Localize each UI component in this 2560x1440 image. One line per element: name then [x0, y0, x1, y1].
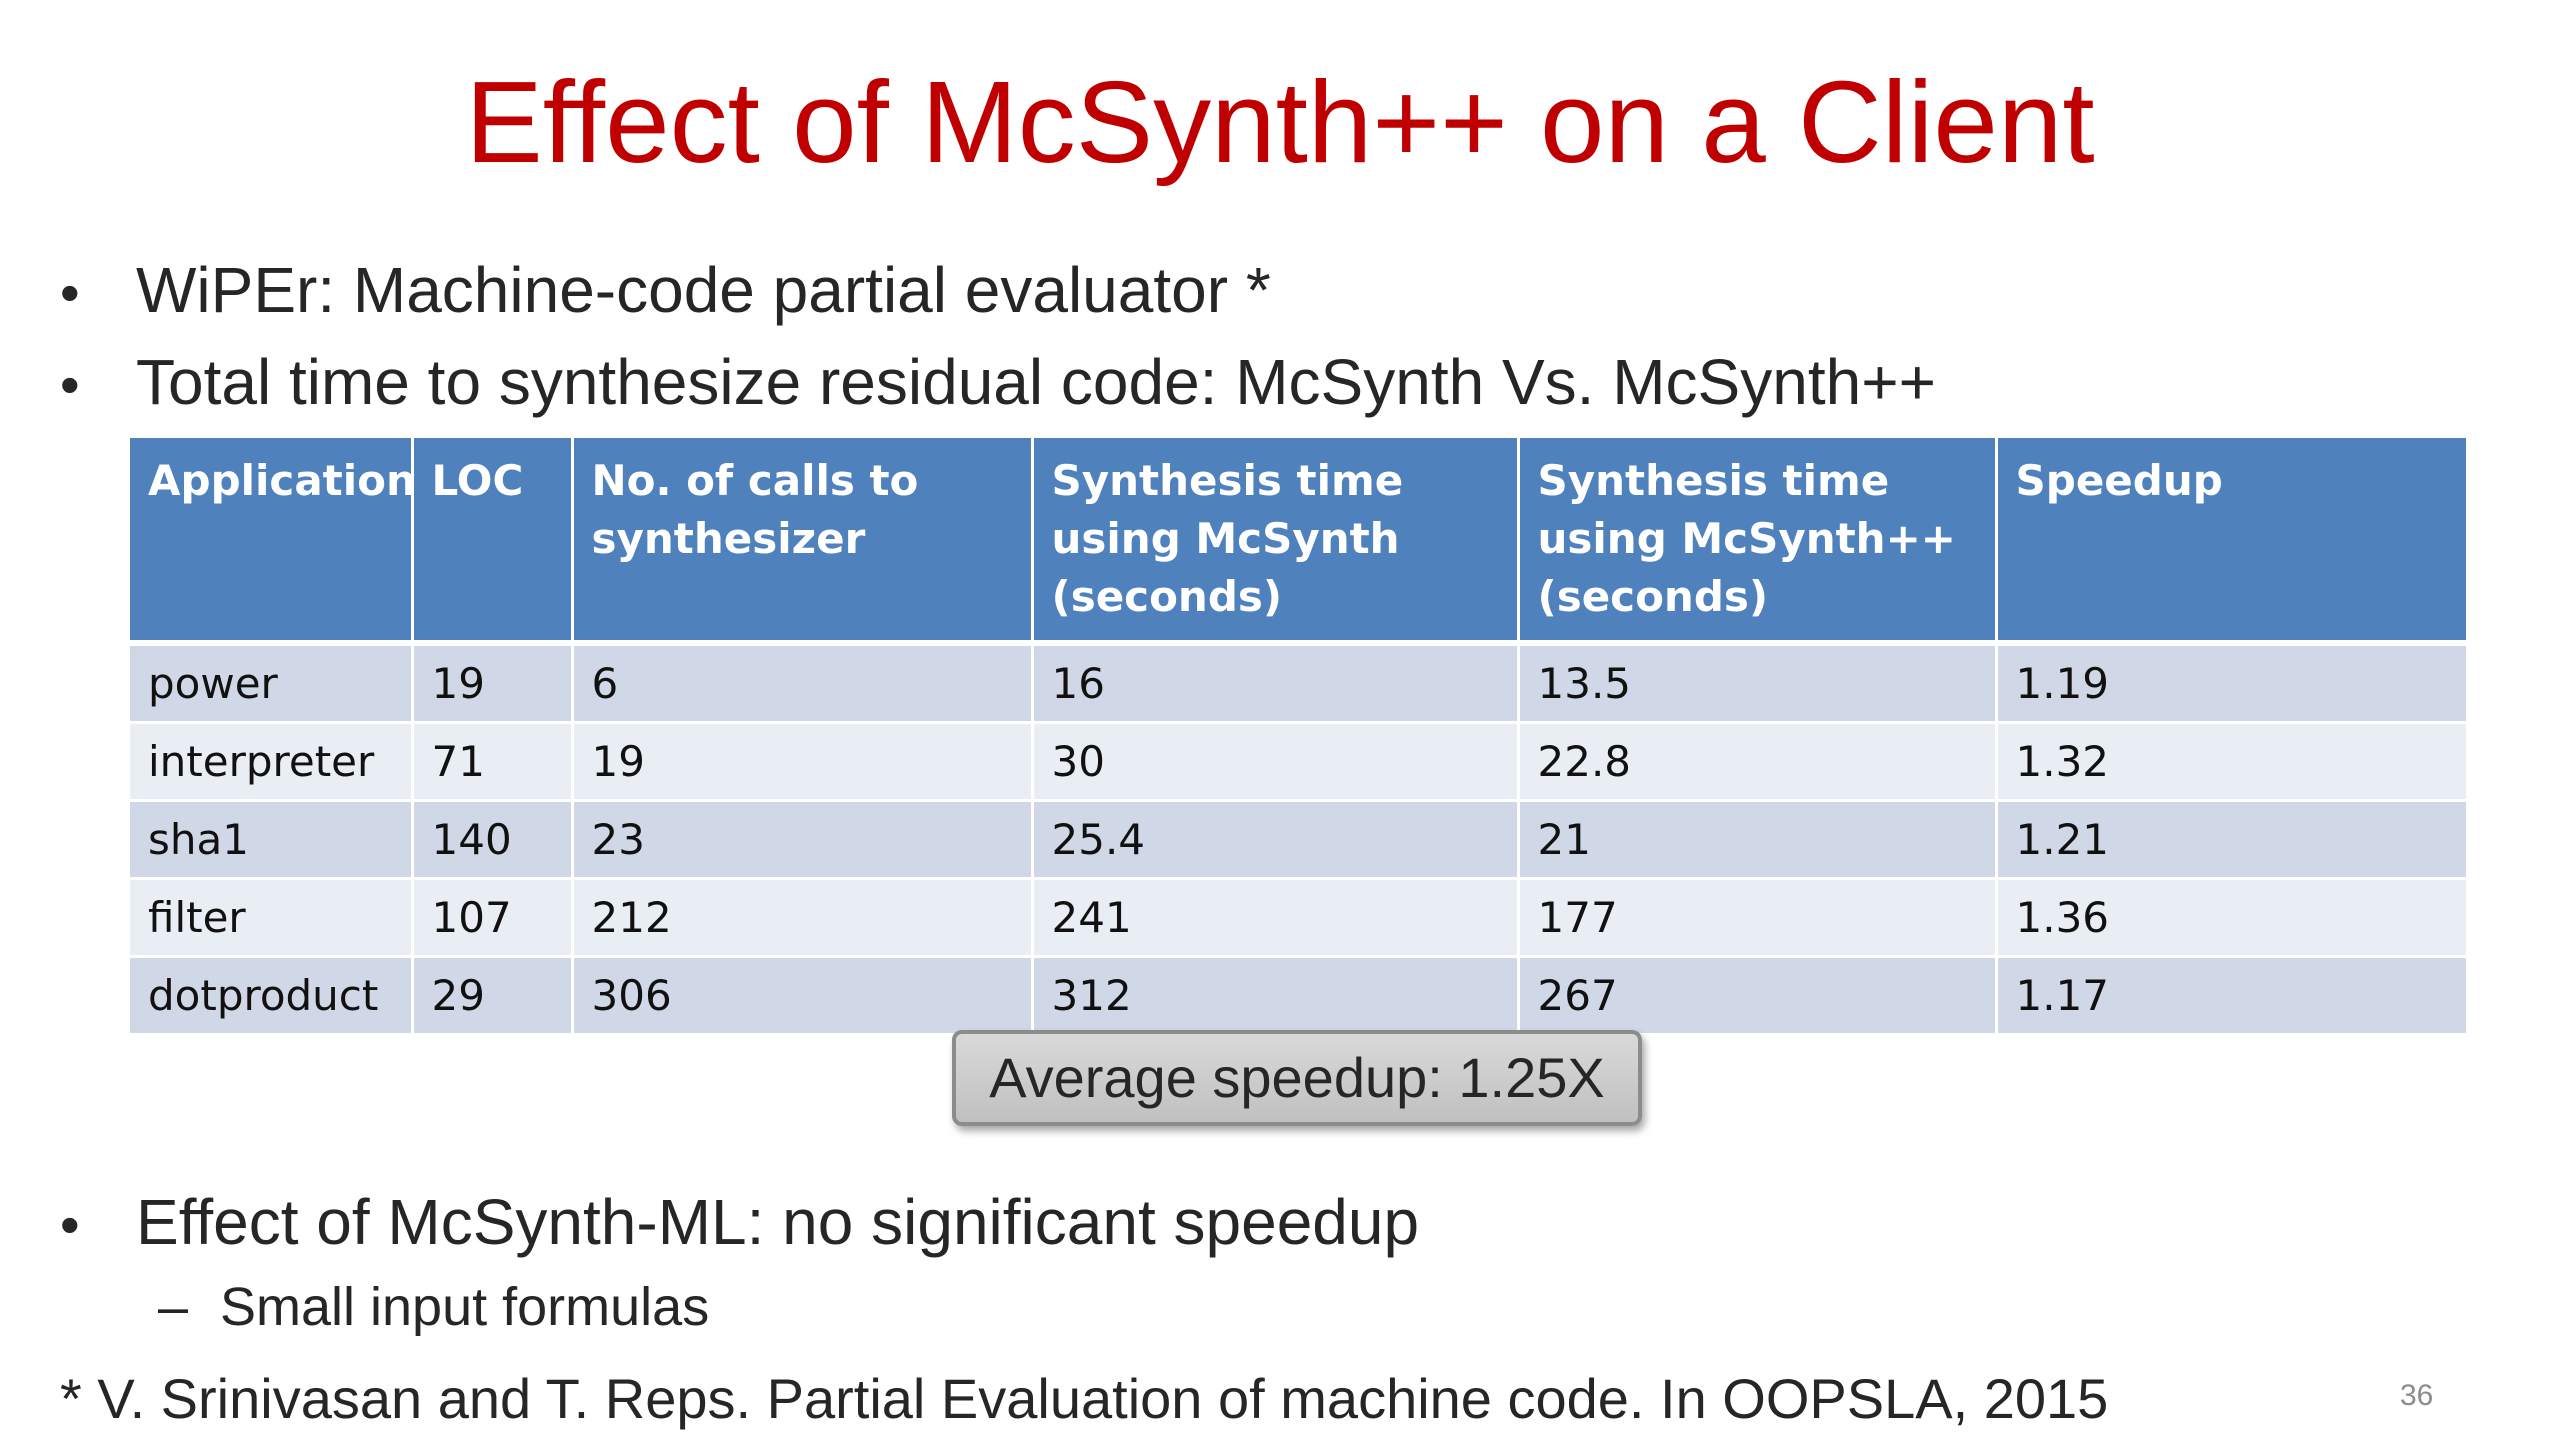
bullet-mcsynth-ml: • Effect of McSynth-ML: no significant sp…	[60, 1182, 1419, 1265]
table-header-row: Application LOC No. of calls to synthesi…	[130, 438, 2466, 646]
sub-bullet-text: Small input formulas	[220, 1277, 710, 1337]
table-cell: 306	[572, 956, 1034, 1036]
table-cell: 19	[572, 722, 1034, 802]
table-cell: filter	[130, 878, 414, 958]
bullet-text: Total time to synthesize residual code: …	[136, 346, 1936, 418]
table-row: dotproduct 29 306 312 267 1.17	[130, 956, 2466, 1036]
sub-bullet-small-formulas: – Small input formulas	[158, 1272, 709, 1342]
bullet-marker: •	[60, 353, 80, 416]
page-number: 36	[2400, 1379, 2434, 1412]
footnote: * V. Srinivasan and T. Reps. Partial Eva…	[60, 1367, 2109, 1430]
table-cell: 312	[1032, 956, 1520, 1036]
table-cell: 1.21	[1996, 800, 2466, 880]
table-row: sha1 140 23 25.4 21 1.21	[130, 800, 2466, 880]
table-cell: 29	[412, 956, 574, 1036]
header-calls: No. of calls to synthesizer	[572, 438, 1034, 646]
table-row: filter 107 212 241 177 1.36	[130, 878, 2466, 958]
table-cell: 19	[412, 643, 574, 724]
table-cell: interpreter	[130, 722, 414, 802]
table-cell: 21	[1518, 800, 1998, 880]
header-mcsynth-time: Synthesis time using McSynth (seconds)	[1032, 438, 1520, 646]
table-row: interpreter 71 19 30 22.8 1.32	[130, 722, 2466, 802]
header-application: Application	[130, 438, 416, 646]
table-cell: 30	[1032, 722, 1520, 802]
table-cell: power	[130, 643, 414, 724]
bullet-wiper: • WiPEr: Machine-code partial evaluator *	[60, 250, 1271, 333]
table-row: power 19 6 16 13.5 1.19	[130, 643, 2466, 724]
bullet-total-time: • Total time to synthesize residual code:…	[60, 342, 1936, 425]
results-table: Application LOC No. of calls to synthesi…	[130, 438, 2466, 1036]
table-cell: 1.36	[1996, 878, 2466, 958]
bullet-text: WiPEr: Machine-code partial evaluator *	[136, 254, 1271, 326]
table-cell: dotproduct	[130, 956, 414, 1036]
table-cell: 16	[1032, 643, 1520, 724]
header-mcsynthpp-time: Synthesis time using McSynth++ (seconds)	[1518, 438, 1998, 646]
table-cell: 1.19	[1996, 643, 2466, 724]
table-cell: 267	[1518, 956, 1998, 1036]
table-cell: 107	[412, 878, 574, 958]
table-cell: 212	[572, 878, 1034, 958]
table-cell: 177	[1518, 878, 1998, 958]
table-cell: 71	[412, 722, 574, 802]
bullet-text: Effect of McSynth-ML: no significant spe…	[136, 1186, 1420, 1258]
average-speedup-box: Average speedup: 1.25X	[952, 1030, 1642, 1126]
sub-bullet-marker: –	[158, 1277, 189, 1337]
bullet-marker: •	[60, 1193, 80, 1256]
table-cell: 23	[572, 800, 1034, 880]
bullet-marker: •	[60, 261, 80, 324]
slide-title: Effect of McSynth++ on a Client	[465, 57, 2095, 187]
header-loc: LOC	[412, 438, 574, 646]
table-cell: 22.8	[1518, 722, 1998, 802]
header-speedup: Speedup	[1996, 438, 2466, 646]
table-cell: 140	[412, 800, 574, 880]
table-cell: 241	[1032, 878, 1520, 958]
table-cell: 1.32	[1996, 722, 2466, 802]
table-cell: 13.5	[1518, 643, 1998, 724]
table-cell: 6	[572, 643, 1034, 724]
table-cell: sha1	[130, 800, 414, 880]
table-cell: 25.4	[1032, 800, 1520, 880]
table-cell: 1.17	[1996, 956, 2466, 1036]
